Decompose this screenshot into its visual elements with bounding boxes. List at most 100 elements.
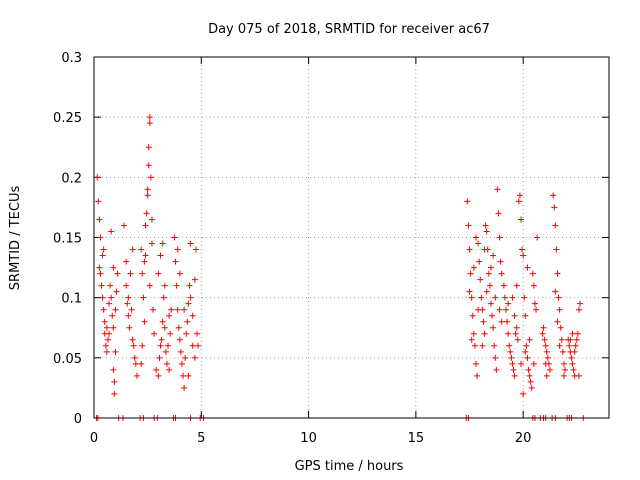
- data-point: [96, 264, 103, 271]
- x-tick-labels: 0 5 10 15 20: [90, 431, 532, 446]
- data-point: [167, 330, 174, 337]
- data-point: [189, 342, 196, 349]
- data-point: [480, 318, 487, 325]
- data-point: [573, 336, 580, 343]
- data-point: [498, 318, 505, 325]
- data-point: [490, 324, 497, 331]
- data-point: [185, 372, 192, 379]
- data-point: [492, 354, 499, 361]
- data-point: [150, 306, 157, 313]
- data-point: [469, 312, 476, 319]
- data-point: [174, 306, 181, 313]
- data-point: [554, 270, 561, 277]
- data-point: [471, 342, 478, 349]
- data-point: [157, 252, 164, 259]
- data-point: [507, 348, 514, 355]
- x-tick-label: 10: [300, 431, 317, 446]
- data-point: [159, 240, 166, 247]
- data-point: [184, 318, 191, 325]
- data-point: [146, 282, 153, 289]
- data-point: [515, 198, 522, 205]
- data-point: [530, 360, 537, 367]
- data-point: [141, 258, 148, 265]
- data-point: [132, 360, 139, 367]
- data-point: [575, 372, 582, 379]
- data-point: [111, 378, 118, 385]
- data-point: [145, 162, 152, 169]
- data-point: [506, 342, 513, 349]
- data-point: [94, 174, 101, 181]
- data-point: [127, 270, 134, 277]
- x-axis-label: GPS time / hours: [295, 459, 404, 474]
- data-point: [509, 294, 516, 301]
- data-point: [125, 294, 132, 301]
- data-point: [129, 336, 136, 343]
- data-point: [103, 348, 110, 355]
- data-point: [503, 306, 509, 313]
- data-point: [569, 360, 576, 367]
- data-point: [124, 300, 131, 307]
- data-point: [97, 270, 104, 277]
- data-point: [516, 192, 523, 199]
- data-point: [487, 264, 494, 271]
- data-point: [542, 360, 549, 367]
- data-point: [157, 342, 164, 349]
- data-point: [540, 324, 547, 331]
- data-point: [143, 210, 150, 217]
- data-point: [490, 252, 497, 259]
- data-point: [552, 222, 559, 229]
- data-point: [495, 210, 502, 217]
- data-point: [146, 120, 153, 127]
- data-point: [551, 204, 558, 211]
- data-point: [559, 348, 566, 355]
- data-point: [543, 348, 550, 355]
- data-point: [182, 354, 189, 361]
- data-point: [509, 360, 516, 367]
- data-point: [566, 342, 573, 349]
- data-point: [553, 246, 560, 253]
- y-tick-label: 0.25: [53, 111, 82, 126]
- data-point: [100, 306, 107, 313]
- y-tick-labels: 0 0.05 0.1 0.15 0.2 0.25 0.3: [53, 51, 82, 427]
- data-point: [510, 366, 517, 373]
- data-point: [505, 300, 512, 307]
- data-point: [481, 246, 488, 253]
- data-point: [187, 294, 194, 301]
- data-point: [486, 282, 493, 289]
- data-point: [498, 270, 505, 277]
- data-point: [541, 336, 548, 343]
- data-point: [121, 222, 128, 229]
- data-point: [571, 348, 578, 355]
- data-point: [560, 372, 567, 379]
- data-point: [139, 270, 146, 277]
- data-point: [181, 384, 188, 391]
- data-point: [483, 288, 490, 295]
- data-point: [558, 336, 565, 343]
- y-tick-label: 0.2: [61, 171, 82, 186]
- data-point: [466, 288, 473, 295]
- data-point: [174, 246, 181, 253]
- data-point: [496, 234, 503, 241]
- data-point: [148, 240, 155, 247]
- data-point: [472, 360, 479, 367]
- data-point: [161, 324, 168, 331]
- data-point: [131, 354, 138, 361]
- data-point: [526, 372, 533, 379]
- data-point: [166, 312, 173, 319]
- data-point: [487, 300, 494, 307]
- data-point: [513, 282, 520, 289]
- data-point: [514, 336, 521, 343]
- data-point: [171, 234, 178, 241]
- data-point: [168, 306, 175, 313]
- data-point: [160, 294, 167, 301]
- x-tick-label: 20: [515, 431, 532, 446]
- grid: [94, 57, 609, 418]
- data-point: [175, 324, 182, 331]
- data-point: [464, 198, 471, 205]
- data-point: [99, 252, 106, 259]
- data-point: [497, 258, 504, 265]
- data-point: [520, 390, 527, 397]
- data-point: [556, 342, 563, 349]
- data-point: [531, 300, 538, 307]
